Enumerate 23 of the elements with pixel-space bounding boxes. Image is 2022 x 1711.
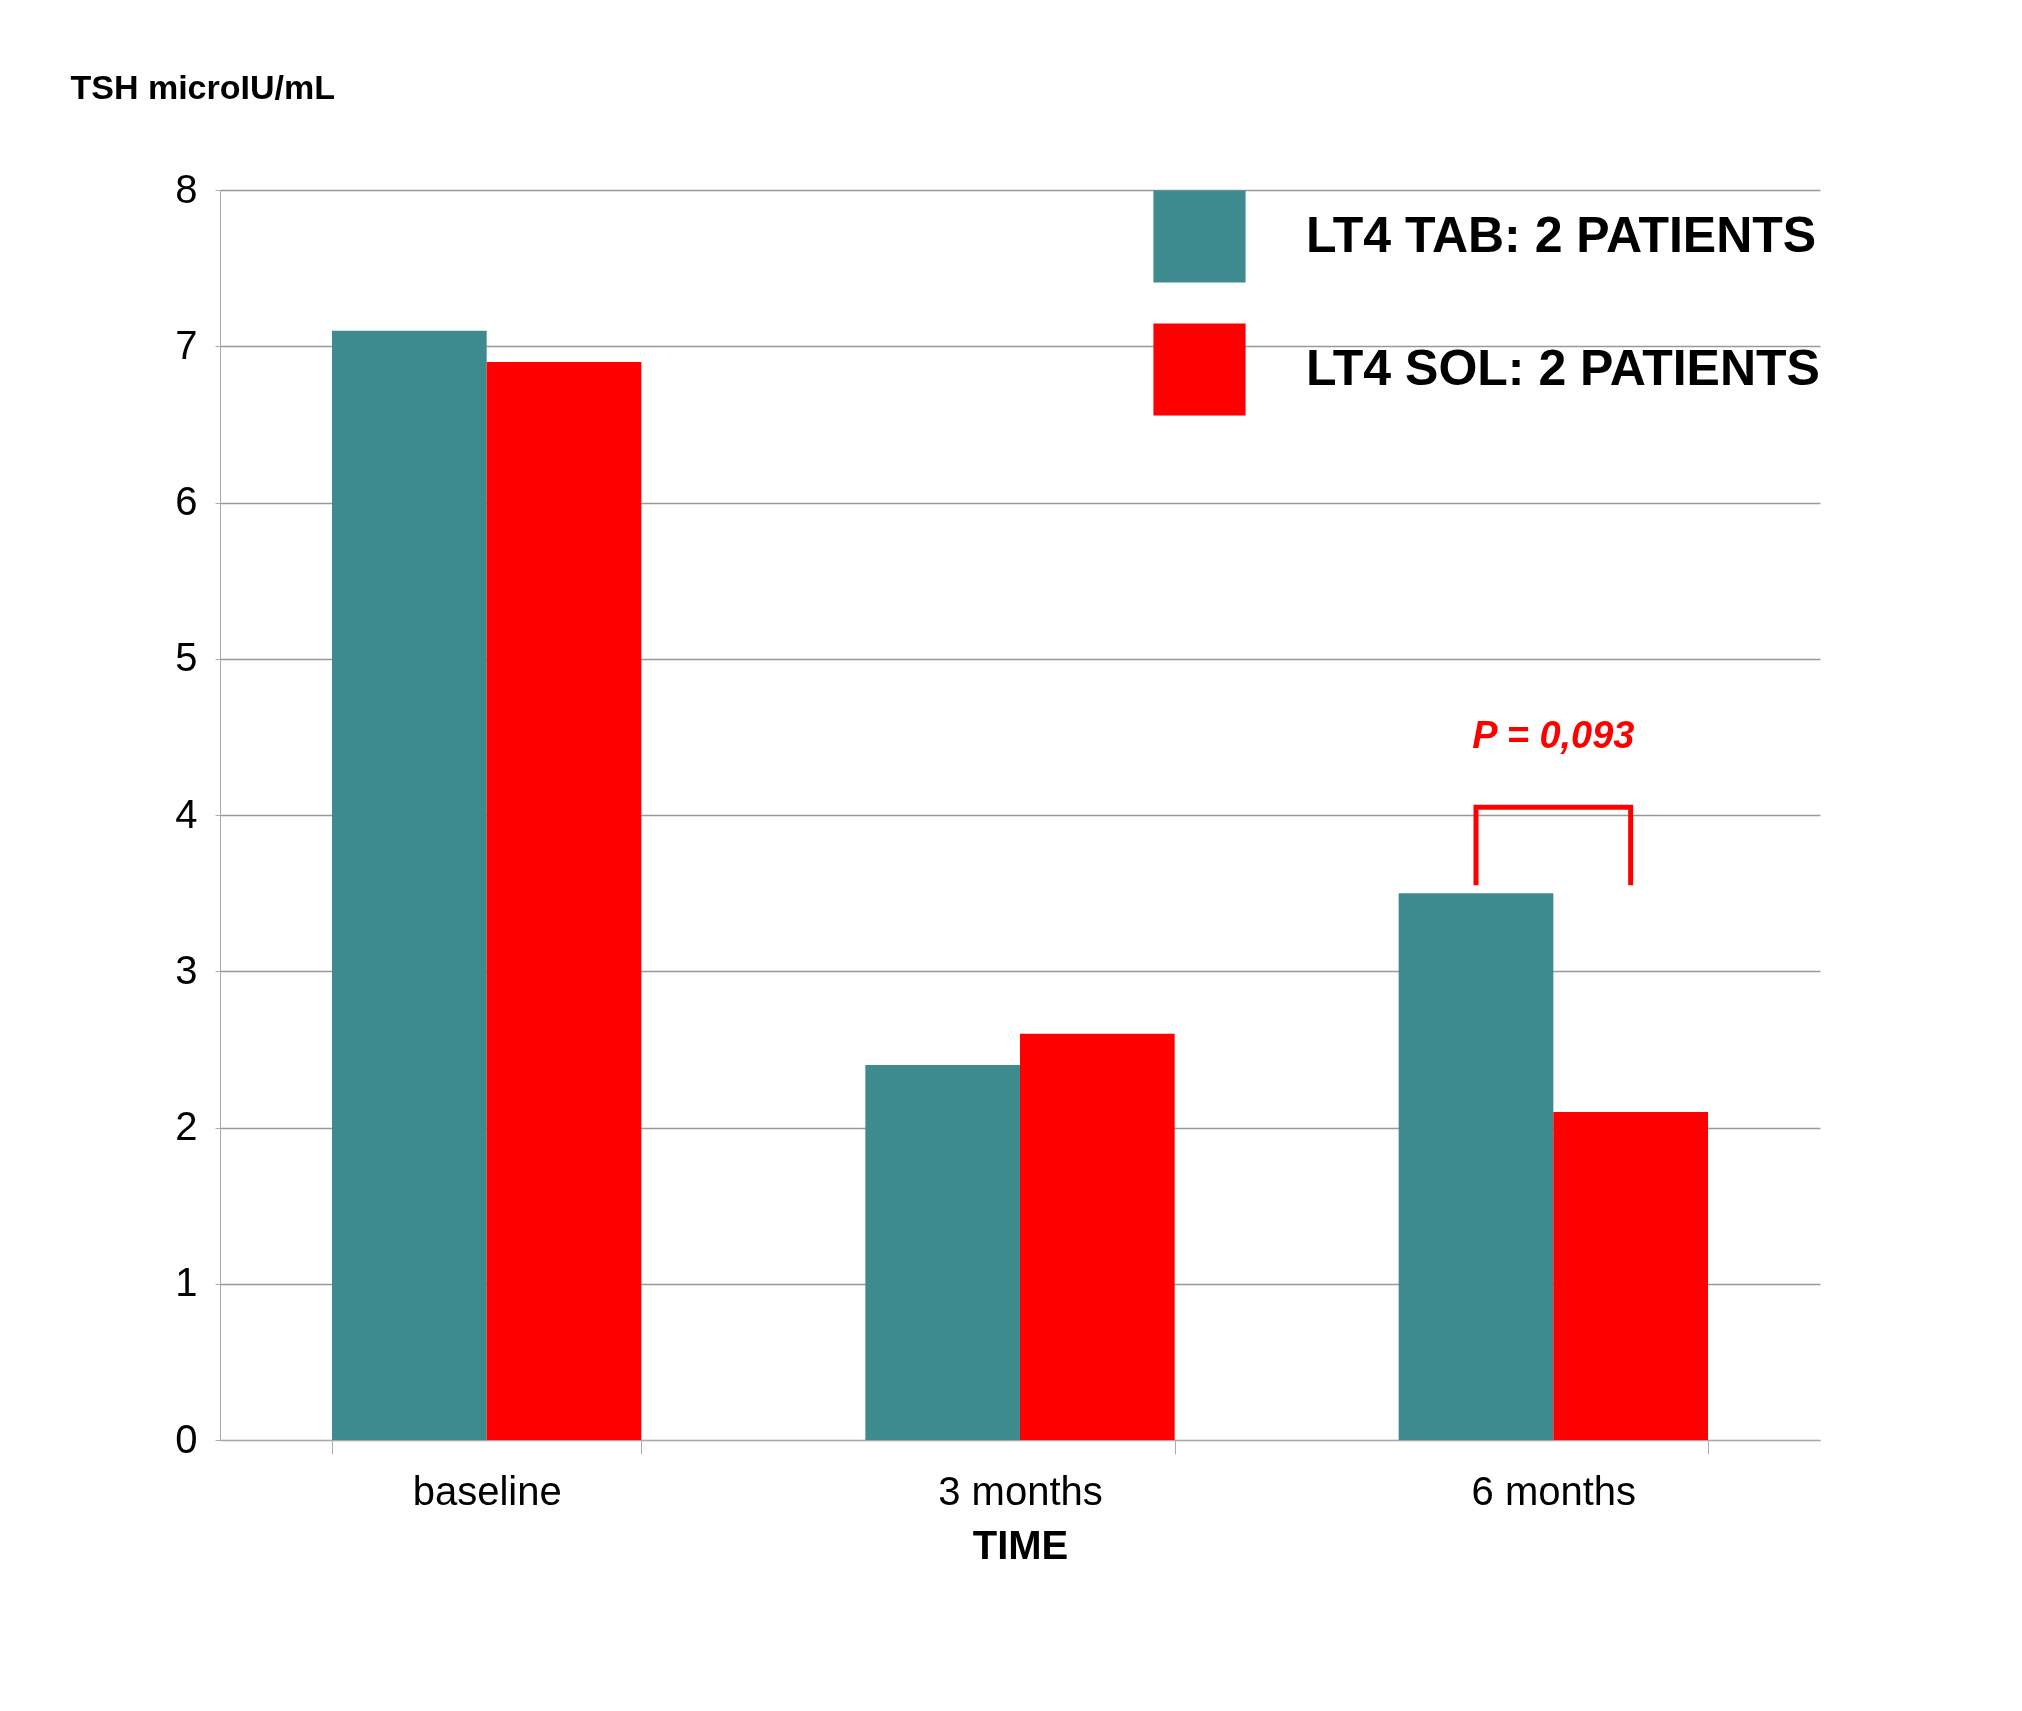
y-tick-label: 0: [175, 1416, 198, 1461]
y-tick-label: 7: [175, 322, 198, 367]
y-tick-label: 6: [175, 479, 198, 523]
legend-label: LT4 TAB: 2 PATIENTS: [1306, 206, 1817, 263]
y-tick-label: 5: [175, 635, 198, 680]
bar: [332, 330, 487, 1440]
y-tick-label: 8: [175, 166, 198, 211]
x-tick-label: 3 months: [938, 1468, 1103, 1513]
y-tick-label: 4: [175, 791, 198, 836]
y-tick-label: 1: [175, 1260, 198, 1305]
bar: [1398, 893, 1554, 1440]
x-tick-label: baseline: [412, 1468, 562, 1513]
bar: [486, 361, 642, 1440]
y-tick-label: 3: [175, 947, 198, 992]
y-tick-label: 2: [175, 1104, 198, 1148]
x-tick-label: 6 months: [1471, 1468, 1637, 1513]
legend-label: LT4 SOL: 2 PATIENTS: [1306, 339, 1820, 396]
y-axis-title: TSH microIU/mL: [70, 67, 335, 106]
annotation: P = 0,093: [1472, 713, 1635, 756]
bar: [865, 1065, 1020, 1440]
bar: [1553, 1111, 1708, 1440]
x-axis-title: TIME: [972, 1522, 1069, 1567]
bar: [1020, 1033, 1175, 1440]
